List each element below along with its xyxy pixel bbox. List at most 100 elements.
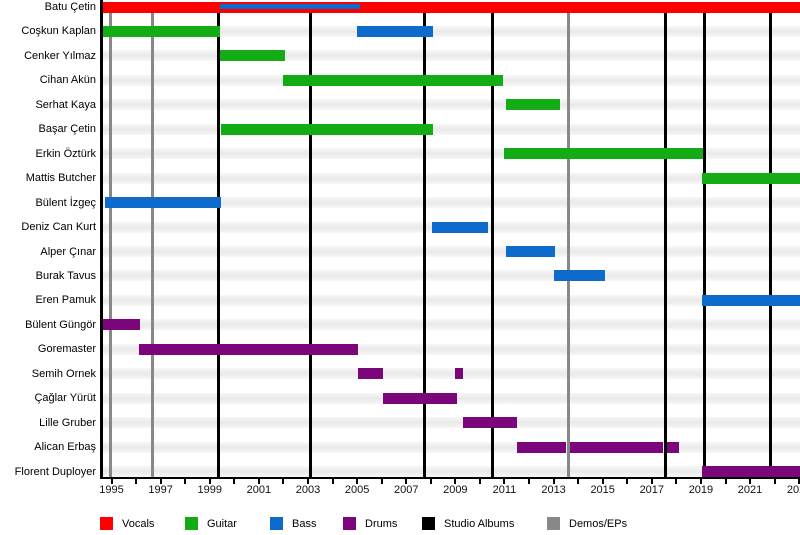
row-track <box>103 50 800 62</box>
timeline-bar-guitar <box>220 123 434 135</box>
axis-tick <box>503 479 506 484</box>
axis-year-label: 1999 <box>197 484 222 496</box>
timeline-bar-drums <box>667 441 679 453</box>
axis-tick <box>577 479 580 484</box>
timeline-bar-bass <box>432 221 488 233</box>
row-track <box>103 319 800 331</box>
axis-tick <box>429 479 432 484</box>
timeline-bar-bass <box>505 246 555 257</box>
member-label: Bülent Güngör <box>25 318 96 331</box>
legend-swatch-bass <box>270 517 283 530</box>
legend-swatch-vocals <box>100 517 113 530</box>
member-label: Goremaster <box>37 343 96 356</box>
member-label: Florent Duployer <box>14 465 96 478</box>
axis-tick <box>454 479 457 484</box>
axis-year-label: 2013 <box>541 484 566 496</box>
axis-year-label: 2023 <box>786 484 800 496</box>
axis-tick <box>528 479 531 484</box>
timeline-bar-drums <box>358 368 383 380</box>
studio-album-line <box>703 12 707 477</box>
legend-swatch-demos-eps <box>547 517 560 530</box>
axis-year-label: 2021 <box>737 484 763 496</box>
timeline-bar-guitar <box>283 74 504 86</box>
axis-year-label: 2001 <box>246 484 272 496</box>
member-label: Lille Gruber <box>39 416 96 429</box>
member-label: Çağlar Yürüt <box>34 392 96 405</box>
axis-year-label: 2005 <box>344 484 370 496</box>
demo-ep-line <box>108 12 112 477</box>
x-axis-line <box>100 477 800 479</box>
member-label: Serhat Kaya <box>35 98 96 111</box>
legend-label: Guitar <box>207 518 237 530</box>
legend-swatch-drums <box>343 517 356 530</box>
axis-year-label: 2007 <box>393 484 419 496</box>
member-label: Eren Pamuk <box>35 294 96 307</box>
legend-label: Demos/EPs <box>569 518 628 530</box>
row-track <box>103 148 800 160</box>
axis-year-label: 2009 <box>443 484 468 496</box>
studio-album-line <box>216 12 220 477</box>
axis-tick <box>356 479 359 484</box>
member-label: Alican Erbaş <box>34 441 96 454</box>
member-label: Semih Ornek <box>31 367 96 380</box>
row-track <box>103 99 800 111</box>
row-track <box>103 466 800 478</box>
axis-tick <box>380 479 383 484</box>
timeline-bar-drums <box>102 319 140 331</box>
member-label: Deniz Can Kurt <box>21 221 96 234</box>
plot-left-border <box>100 0 103 477</box>
legend-label: Drums <box>365 518 398 530</box>
row-track <box>103 246 800 257</box>
axis-year-label: 2003 <box>295 484 321 496</box>
member-label: Cihan Akün <box>39 74 96 87</box>
plot-area <box>100 0 800 478</box>
axis-tick <box>208 479 211 484</box>
timeline-bar-guitar <box>102 25 220 37</box>
timeline-bar-bass <box>553 270 606 282</box>
row-track <box>103 294 800 306</box>
axis-tick <box>626 479 629 484</box>
row-track <box>103 25 800 37</box>
member-label: Burak Tavus <box>35 269 96 282</box>
axis-tick <box>773 479 776 484</box>
axis-tick <box>601 479 604 484</box>
studio-album-line <box>769 12 773 477</box>
axis-tick <box>159 479 162 484</box>
legend-label: Studio Albums <box>444 518 515 530</box>
row-track <box>103 123 800 135</box>
axis-tick <box>282 479 285 484</box>
axis-year-label: 1997 <box>148 484 173 496</box>
row-track <box>103 197 800 209</box>
axis-tick <box>233 479 236 484</box>
legend-label: Bass <box>292 518 317 530</box>
row-track <box>103 343 800 355</box>
studio-album-line <box>663 12 667 477</box>
timeline-bar-guitar <box>505 99 560 111</box>
axis-tick <box>331 479 334 484</box>
member-label: Başar Çetin <box>38 123 96 136</box>
timeline-bar-bass <box>105 197 221 209</box>
timeline-bar-drums <box>516 441 566 453</box>
timeline-bar-drums <box>702 466 800 478</box>
axis-tick <box>650 479 653 484</box>
axis-tick <box>675 479 678 484</box>
timeline-bar-guitar <box>504 148 704 160</box>
axis-year-label: 2015 <box>590 484 615 496</box>
member-label: Bülent İzgeç <box>35 196 96 209</box>
member-label: Batu Çetin <box>44 1 96 13</box>
member-label: Alper Çınar <box>40 245 96 258</box>
demo-ep-line <box>566 12 570 477</box>
axis-year-label: 1995 <box>99 484 124 496</box>
timeline-bar-vocals <box>102 1 800 13</box>
demo-ep-line <box>150 12 154 477</box>
timeline-bar-guitar <box>219 50 285 62</box>
member-label: Erkin Öztürk <box>35 147 96 160</box>
studio-album-line <box>308 12 312 477</box>
timeline-bar-bass <box>219 3 360 9</box>
axis-tick <box>478 479 481 484</box>
legend-swatch-guitar <box>185 517 198 530</box>
axis-tick <box>135 479 138 484</box>
timeline-bar-drums <box>454 368 463 380</box>
axis-tick <box>552 479 555 484</box>
